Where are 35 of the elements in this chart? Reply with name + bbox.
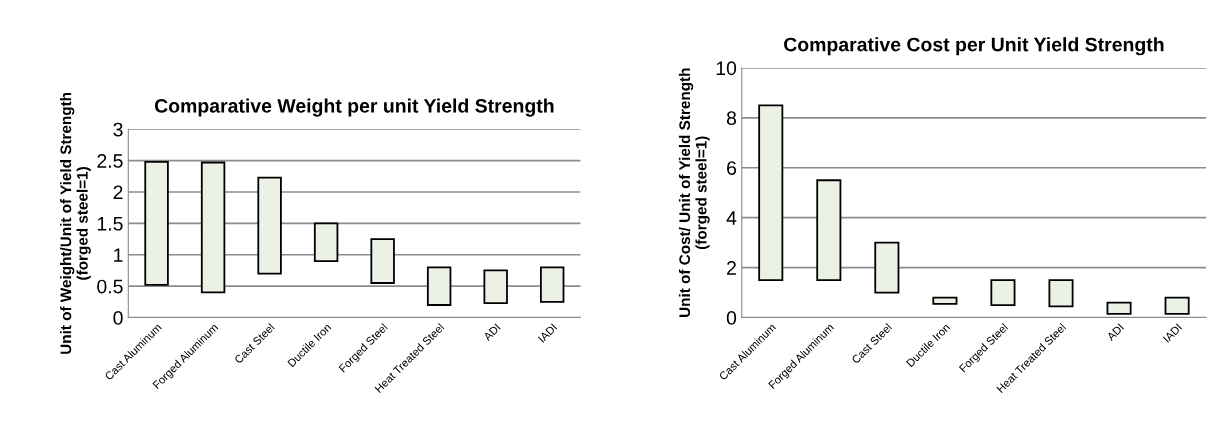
bar — [990, 279, 1016, 306]
bar — [1106, 301, 1132, 315]
y-tick-label: 0 — [726, 311, 737, 325]
chart-title: Comparative Weight per unit Yield Strength — [154, 98, 554, 117]
y-tick-label: 2 — [727, 261, 736, 275]
y-tick-label: 6 — [727, 161, 737, 175]
y-tick-label: 1 — [114, 248, 123, 262]
y-tick-label: 0.5 — [97, 279, 123, 294]
y-tick-label: 1.5 — [97, 217, 123, 231]
bar — [483, 269, 508, 305]
y-tick-label: 0 — [113, 311, 123, 325]
y-axis-title: Unit of Weight/Unit of Yield Strength (forged steel=1) — [60, 92, 91, 354]
bar — [1164, 296, 1190, 315]
bar — [257, 176, 282, 275]
bar — [816, 179, 842, 282]
bar — [758, 104, 784, 282]
bar — [200, 161, 226, 294]
bar — [539, 266, 565, 303]
bar — [932, 296, 958, 305]
y-tick-label: 2 — [113, 185, 123, 200]
bar — [426, 266, 452, 306]
chart-title: Comparative Cost per Unit Yield Strength — [784, 37, 1164, 56]
y-tick-label: 4 — [726, 211, 737, 225]
y-tick-label: 10 — [716, 61, 737, 76]
y-tick-label: 8 — [726, 111, 737, 126]
bar — [144, 160, 169, 286]
bar — [370, 238, 395, 284]
bar — [874, 241, 900, 294]
bar — [1048, 279, 1074, 308]
y-axis-title: Unit of Cost/ Unit of Yield Strength (forged steel=1) — [678, 68, 710, 317]
y-tick-label: 2.5 — [97, 154, 123, 168]
x-tick-label: ADI — [482, 323, 501, 342]
x-tick-label: ADI — [1106, 323, 1125, 342]
y-tick-label: 3 — [113, 122, 123, 137]
bar — [313, 222, 339, 262]
